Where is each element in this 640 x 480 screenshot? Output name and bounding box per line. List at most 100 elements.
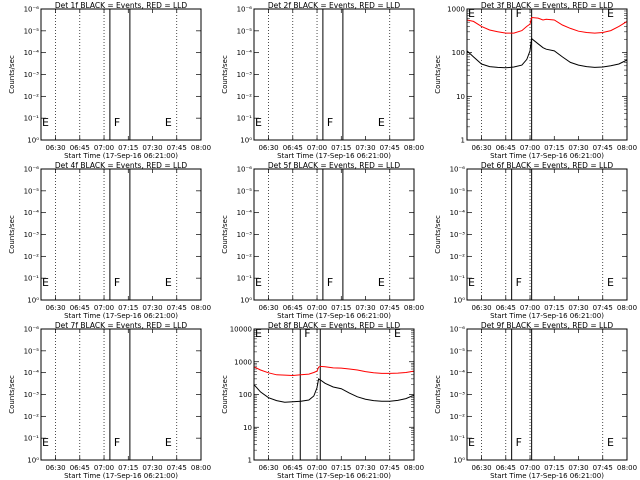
x-axis-label: Start Time (17-Sep-16 06:21:00): [490, 152, 604, 160]
x-tick-label: 07:30: [142, 464, 162, 472]
y-tick-label: 100: [452, 49, 465, 57]
marker-label-f: F: [327, 276, 333, 289]
y-axis-label: Counts/sec: [221, 375, 229, 414]
y-tick-label: 10⁻¹: [237, 115, 253, 123]
x-axis-label: Start Time (17-Sep-16 06:21:00): [277, 312, 391, 320]
y-tick-label: 10⁻⁴: [450, 369, 466, 377]
plot-frame: [253, 168, 415, 301]
series-line-events: [253, 378, 415, 403]
y-tick-label: 1000: [447, 6, 465, 14]
x-tick-label: 07:30: [142, 144, 162, 152]
marker-label-e: E: [468, 276, 475, 289]
marker-label-e: E: [165, 436, 172, 449]
x-tick-label: 06:30: [45, 144, 65, 152]
y-tick-label: 10⁻¹: [24, 275, 40, 283]
y-tick-label: 10⁻²: [24, 93, 40, 101]
y-tick-label: 10⁻⁵: [24, 347, 40, 355]
y-tick-label: 10⁻³: [237, 231, 253, 239]
marker-label-f: F: [114, 276, 120, 289]
x-tick-label: 07:15: [118, 464, 138, 472]
x-tick-label: 06:30: [471, 464, 491, 472]
panel-title: Det 5f BLACK = Events, RED = LLD: [268, 161, 401, 170]
y-tick-label: 10⁰: [240, 297, 252, 305]
y-tick-label: 1000: [234, 358, 252, 366]
y-tick-label: 10⁰: [27, 137, 39, 145]
x-tick-label: 06:30: [45, 464, 65, 472]
y-tick-label: 10⁻¹: [450, 435, 466, 443]
marker-label-e: E: [42, 436, 49, 449]
y-tick-label: 10⁰: [453, 297, 465, 305]
x-tick-label: 06:45: [283, 304, 303, 312]
panel-title: Det 3f BLACK = Events, RED = LLD: [481, 1, 614, 10]
x-tick-label: 07:00: [520, 304, 540, 312]
x-tick-label: 07:15: [331, 304, 351, 312]
marker-label-e: E: [42, 276, 49, 289]
y-axis-label: Counts/sec: [221, 215, 229, 254]
x-tick-label: 06:45: [283, 144, 303, 152]
marker-label-e: E: [378, 116, 385, 129]
y-tick-label: 10⁻⁴: [24, 49, 40, 57]
x-tick-label: 06:45: [70, 304, 90, 312]
x-axis-label: Start Time (17-Sep-16 06:21:00): [64, 472, 178, 480]
x-tick-label: 06:30: [258, 464, 278, 472]
marker-label-e: E: [468, 436, 475, 449]
y-tick-label: 10⁻³: [450, 391, 466, 399]
x-tick-label: 08:00: [191, 144, 211, 152]
x-tick-label: 06:45: [70, 144, 90, 152]
x-tick-label: 07:00: [520, 144, 540, 152]
x-tick-label: 07:45: [380, 144, 400, 152]
x-tick-label: 07:45: [380, 304, 400, 312]
x-tick-label: 07:30: [355, 464, 375, 472]
y-tick-label: 10⁻⁶: [24, 6, 40, 14]
x-tick-label: 07:45: [167, 464, 187, 472]
y-tick-label: 10⁻⁶: [237, 6, 253, 14]
marker-label-e: E: [165, 276, 172, 289]
y-tick-label: 10⁰: [27, 457, 39, 465]
y-tick-label: 10⁻⁶: [450, 326, 466, 334]
y-tick-label: 100: [239, 391, 252, 399]
series-line-events: [466, 37, 628, 69]
y-axis-label: Counts/sec: [8, 215, 16, 254]
y-tick-label: 10⁻²: [450, 413, 466, 421]
x-tick-label: 08:00: [191, 464, 211, 472]
y-tick-label: 10⁻⁶: [24, 326, 40, 334]
y-tick-label: 10⁻²: [237, 93, 253, 101]
marker-label-e: E: [378, 276, 385, 289]
x-axis-label: Start Time (17-Sep-16 06:21:00): [277, 152, 391, 160]
x-tick-label: 06:30: [471, 304, 491, 312]
y-tick-label: 10⁰: [453, 457, 465, 465]
marker-label-e: E: [165, 116, 172, 129]
y-tick-label: 10⁻⁵: [450, 347, 466, 355]
x-tick-label: 06:30: [45, 304, 65, 312]
x-axis-label: Start Time (17-Sep-16 06:21:00): [64, 152, 178, 160]
x-tick-label: 07:15: [331, 144, 351, 152]
x-tick-label: 06:45: [283, 464, 303, 472]
y-tick-label: 10⁻³: [24, 231, 40, 239]
series-line-lld: [253, 365, 415, 377]
x-tick-label: 07:30: [142, 304, 162, 312]
y-tick-label: 10⁻⁴: [24, 369, 40, 377]
x-tick-label: 07:30: [568, 304, 588, 312]
panel-title: Det 6f BLACK = Events, RED = LLD: [481, 161, 614, 170]
panel-title: Det 7f BLACK = Events, RED = LLD: [55, 321, 188, 330]
x-tick-label: 08:00: [617, 464, 637, 472]
y-tick-label: 1: [461, 137, 465, 145]
y-tick-label: 10: [456, 93, 465, 101]
y-tick-label: 10000: [230, 326, 252, 334]
panel-title: Det 2f BLACK = Events, RED = LLD: [268, 1, 401, 10]
x-tick-label: 07:00: [307, 304, 327, 312]
y-tick-label: 10⁻⁶: [450, 166, 466, 174]
y-tick-label: 10⁻³: [450, 231, 466, 239]
marker-label-e: E: [255, 327, 262, 340]
x-tick-label: 06:45: [70, 464, 90, 472]
marker-label-e: E: [42, 116, 49, 129]
plot-frame: [40, 8, 202, 141]
marker-label-f: F: [114, 436, 120, 449]
y-tick-label: 10⁻⁵: [237, 187, 253, 195]
x-tick-label: 07:00: [94, 464, 114, 472]
panel-title: Det 8f BLACK = Events, RED = LLD: [268, 321, 401, 330]
